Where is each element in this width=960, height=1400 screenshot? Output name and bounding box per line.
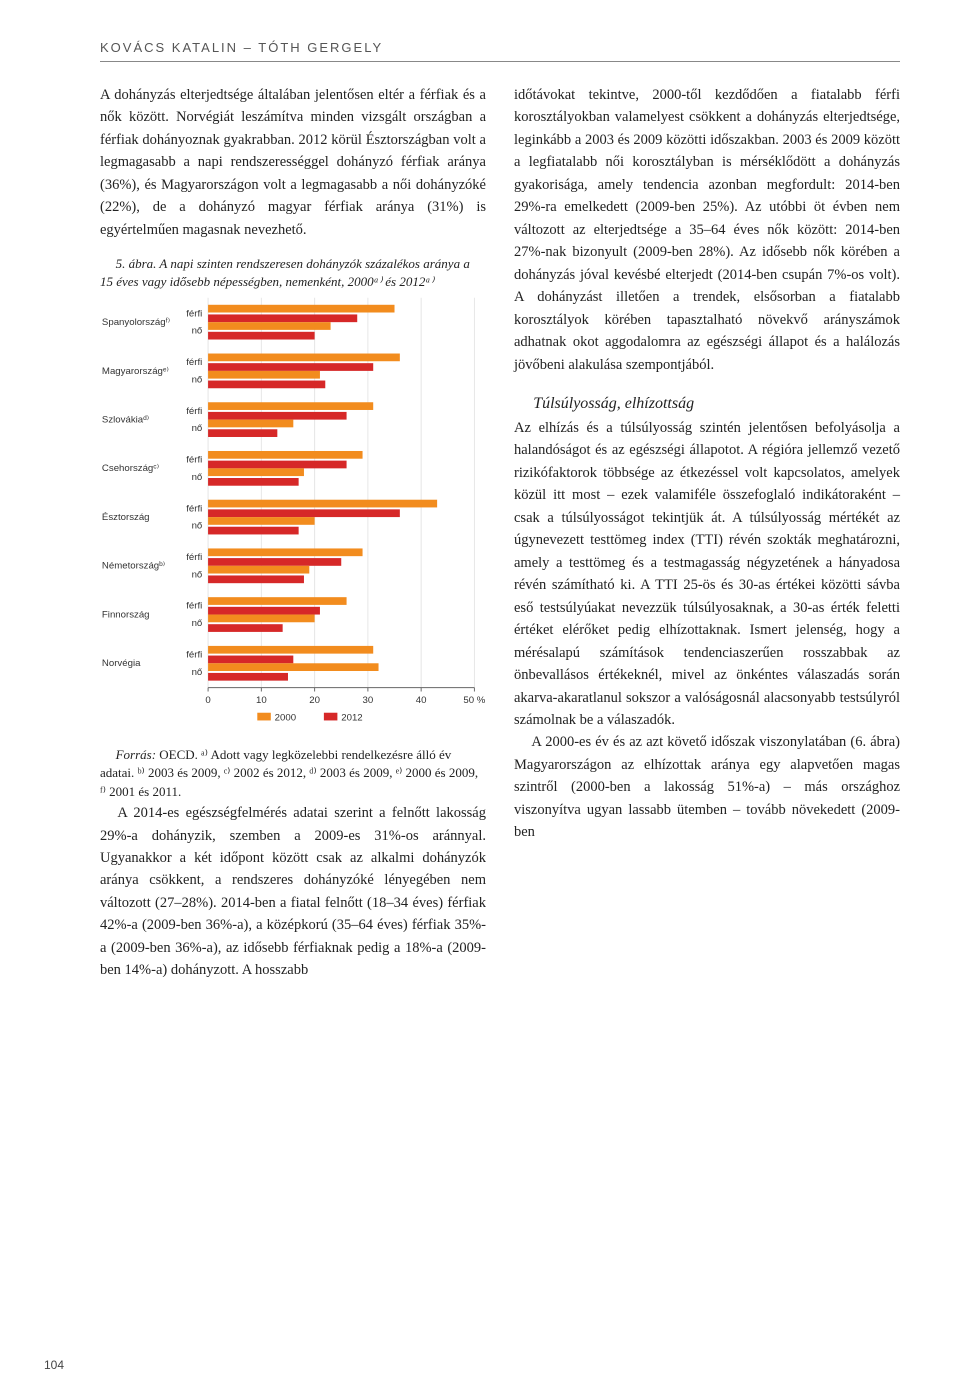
svg-text:nő: nő xyxy=(192,569,203,580)
svg-text:20: 20 xyxy=(309,695,320,706)
section-head: Túlsúlyosság, elhízottság xyxy=(514,392,900,417)
figure-source-text: OECD. ᵃ⁾ Adott vagy legközelebbi rendelk… xyxy=(100,747,478,800)
right-column: időtávokat tekintve, 2000-től kezdődően … xyxy=(514,84,900,982)
svg-text:férfi: férfi xyxy=(186,454,202,465)
svg-text:férfi: férfi xyxy=(186,649,202,660)
svg-text:nő: nő xyxy=(192,374,203,385)
svg-text:nő: nő xyxy=(192,325,203,336)
figure-caption: 5. ábra. A napi szinten rendszeresen doh… xyxy=(100,255,486,291)
svg-text:nő: nő xyxy=(192,472,203,483)
svg-text:Spanyolországᶠ⁾: Spanyolországᶠ⁾ xyxy=(102,317,170,328)
svg-text:Szlovákiaᵈ⁾: Szlovákiaᵈ⁾ xyxy=(102,414,149,425)
page: KOVÁCS KATALIN – TÓTH GERGELY A dohányzá… xyxy=(0,0,960,1022)
svg-text:Németországᵇ⁾: Németországᵇ⁾ xyxy=(102,560,165,571)
svg-text:50 %: 50 % xyxy=(463,695,485,706)
svg-text:Csehországᶜ⁾: Csehországᶜ⁾ xyxy=(102,463,159,474)
svg-text:0: 0 xyxy=(205,695,210,706)
svg-text:Finnország: Finnország xyxy=(102,609,150,620)
right-para-1: időtávokat tekintve, 2000-től kezdődően … xyxy=(514,84,900,376)
svg-text:30: 30 xyxy=(363,695,374,706)
right-para-2: Az elhízás és a túlsúlyosság szintén jel… xyxy=(514,417,900,732)
svg-text:40: 40 xyxy=(416,695,427,706)
smoking-chart: férfi nő Spanyolországᶠ⁾ férfi nő Magyarorszá… xyxy=(100,292,486,736)
figure-source: Forrás: OECD. ᵃ⁾ Adott vagy legközelebbi… xyxy=(100,746,486,803)
left-column: A dohányzás elterjedtsége általában jele… xyxy=(100,84,486,982)
head-rule xyxy=(100,61,900,62)
svg-text:10: 10 xyxy=(256,695,267,706)
svg-text:nő: nő xyxy=(192,423,203,434)
svg-text:nő: nő xyxy=(192,618,203,629)
running-head: KOVÁCS KATALIN – TÓTH GERGELY xyxy=(100,40,900,55)
svg-text:férfi: férfi xyxy=(186,600,202,611)
svg-text:férfi: férfi xyxy=(186,503,202,514)
svg-text:férfi: férfi xyxy=(186,552,202,563)
svg-text:férfi: férfi xyxy=(186,405,202,416)
svg-text:2012: 2012 xyxy=(341,712,362,723)
figure-source-label: Forrás: xyxy=(116,747,156,762)
left-para-1: A dohányzás elterjedtsége általában jele… xyxy=(100,84,486,241)
svg-text:Magyarországᵉ⁾: Magyarországᵉ⁾ xyxy=(102,365,169,376)
page-number: 104 xyxy=(44,1358,64,1372)
svg-text:férfi: férfi xyxy=(186,308,202,319)
svg-text:Észtország: Észtország xyxy=(102,512,150,523)
left-para-2: A 2014-es egészségfelmérés adatai szerin… xyxy=(100,802,486,982)
svg-text:férfi: férfi xyxy=(186,357,202,368)
svg-text:nő: nő xyxy=(192,667,203,678)
svg-text:Norvégia: Norvégia xyxy=(102,658,141,669)
svg-text:2000: 2000 xyxy=(275,712,296,723)
right-para-3: A 2000-es év és az azt követő időszak vi… xyxy=(514,731,900,843)
svg-text:nő: nő xyxy=(192,520,203,531)
columns-wrapper: A dohányzás elterjedtsége általában jele… xyxy=(100,84,900,982)
